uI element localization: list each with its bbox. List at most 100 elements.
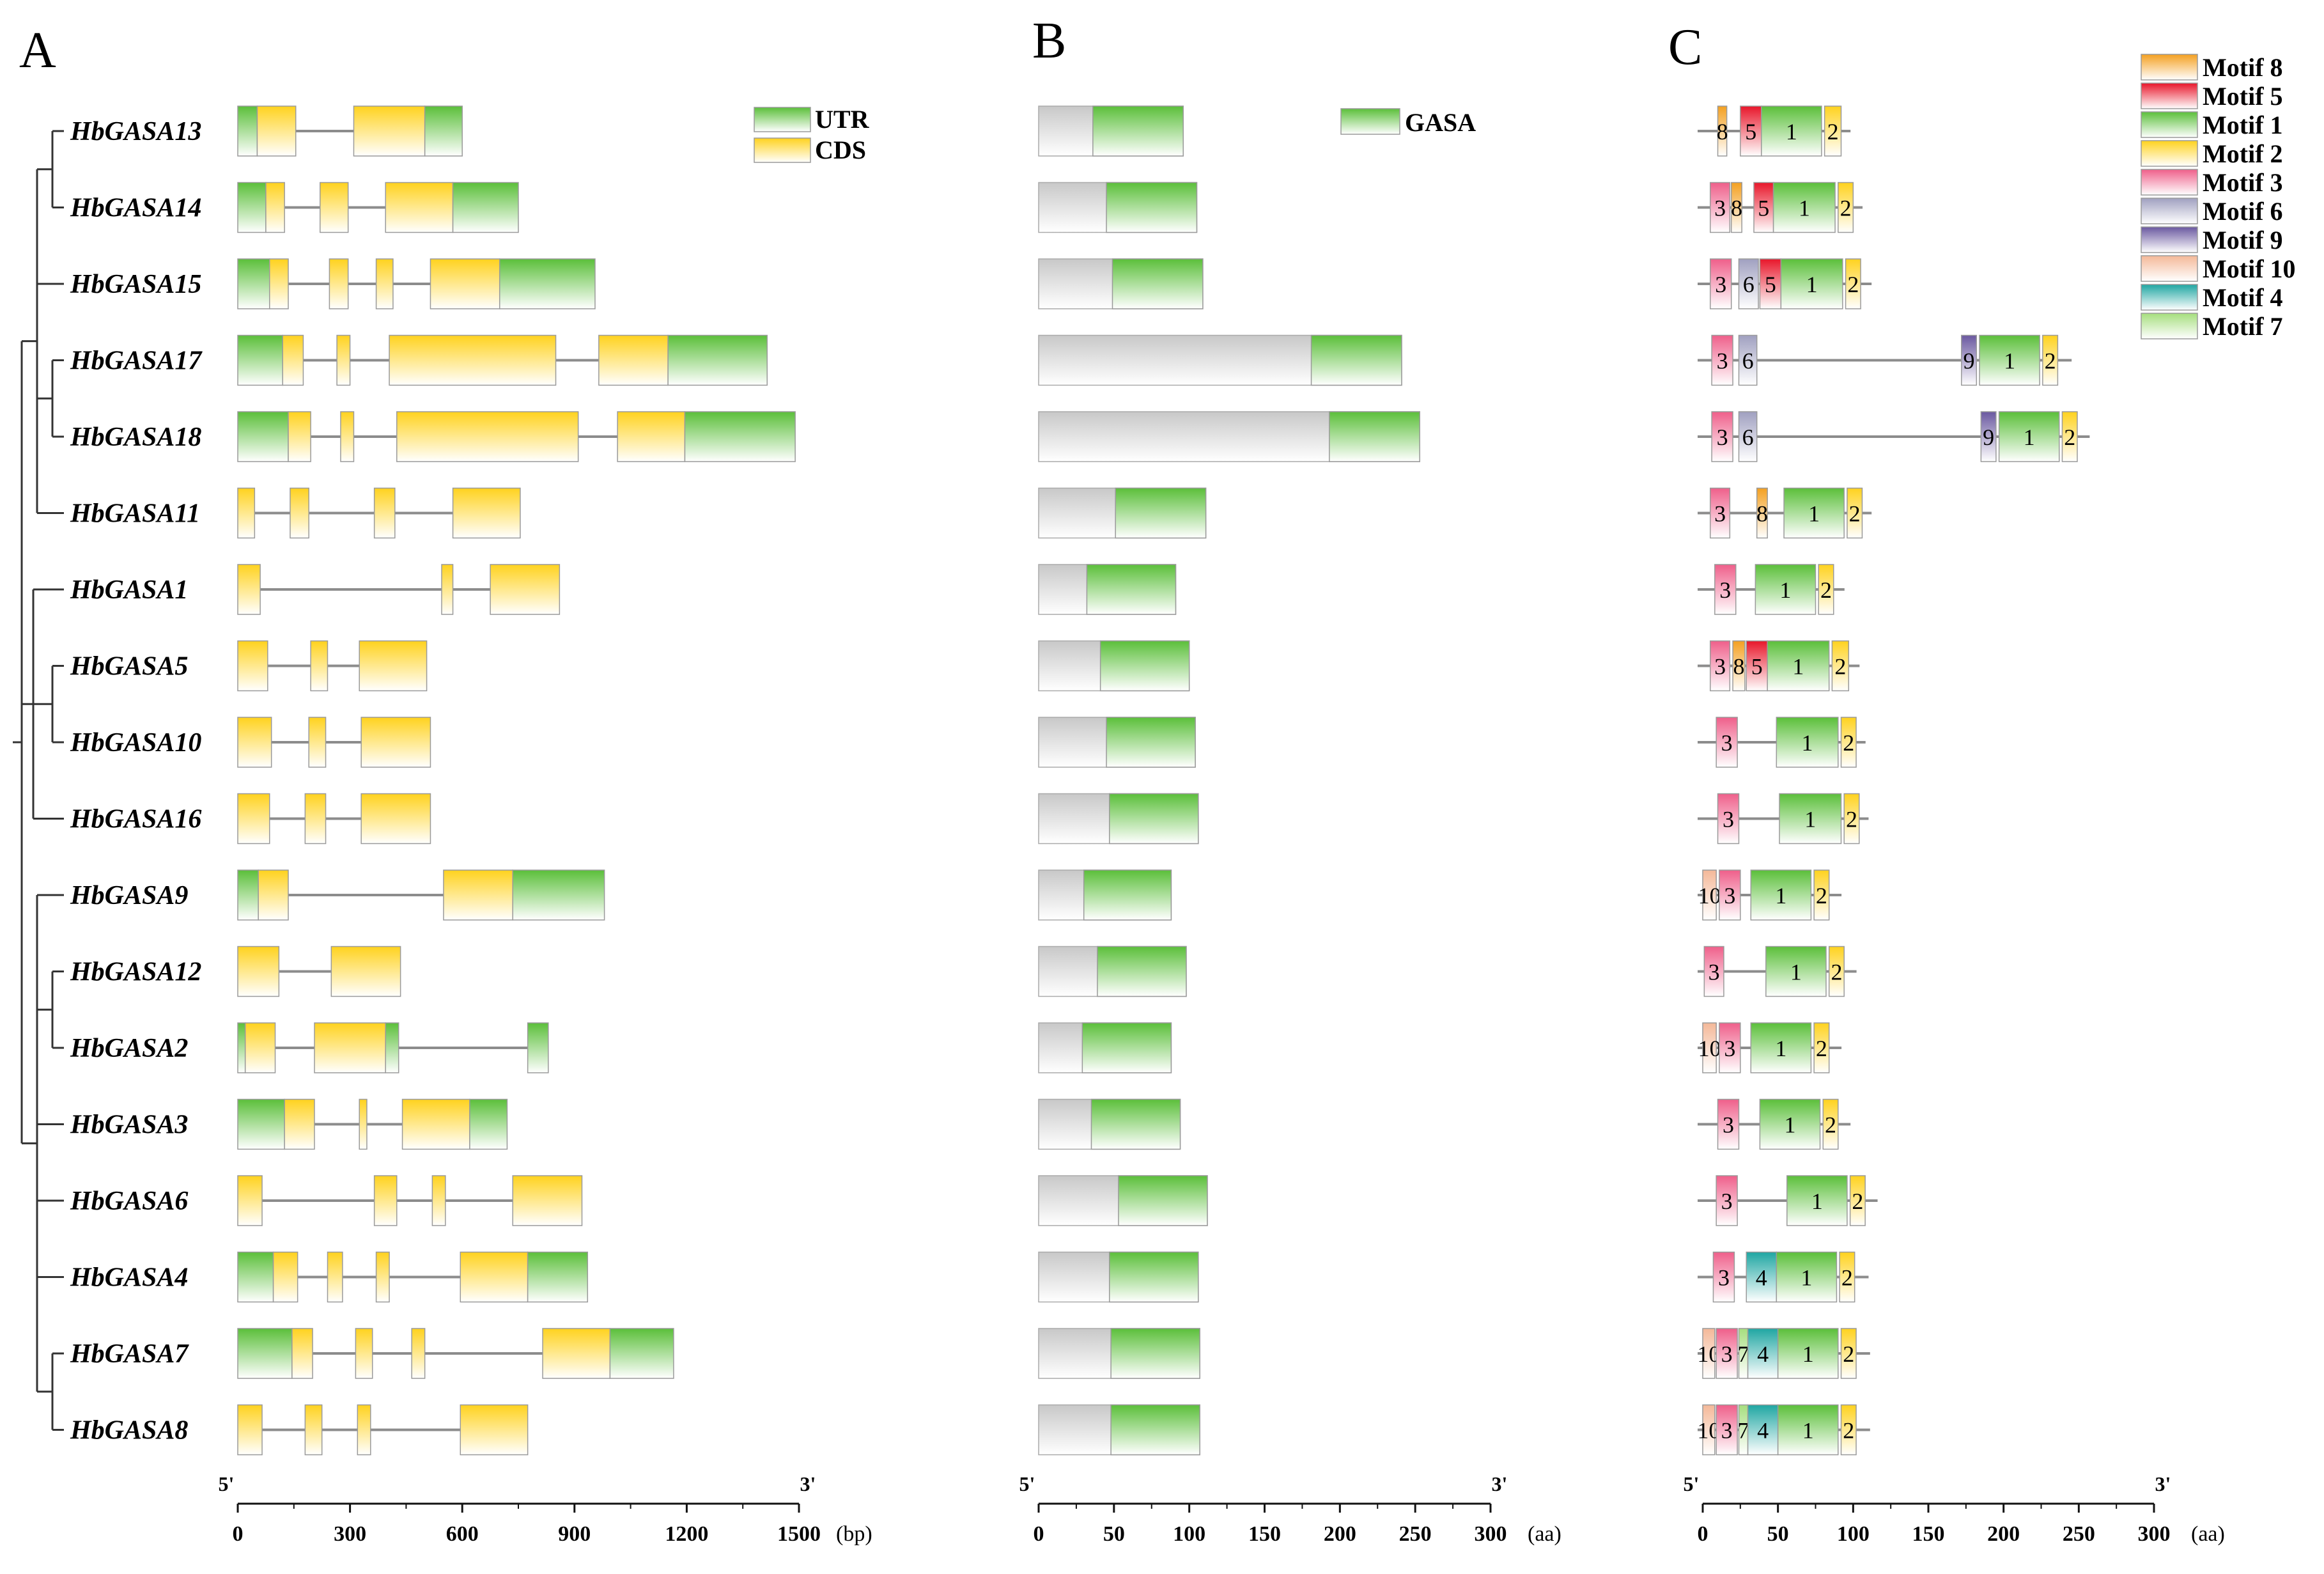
motif-2-block [1840,1404,1857,1456]
gene-label: HbGASA13 [70,117,201,146]
panel-label-b: B [1032,13,1066,69]
legend-label-gasa: GASA [1405,108,1476,137]
legend-swatch-motif_4 [2141,284,2198,311]
gene-label: HbGASA14 [70,194,201,223]
motif-tick-label: 150 [1912,1522,1945,1546]
cds-block [452,487,521,539]
motif-3-block [1716,1175,1738,1226]
cds-block [460,1404,529,1456]
motif-9-block [1980,411,1997,462]
cds-block [237,946,280,997]
motif-1-block [1755,564,1817,615]
motif-number: 4 [1756,1265,1767,1291]
cds-block [542,1328,611,1379]
gasa-domain [1099,640,1190,692]
utr-block [667,334,768,386]
cds-block [237,1175,263,1226]
motif-number: 5 [1751,654,1763,680]
cds-block [284,1098,315,1150]
motif-number: 2 [1816,1036,1827,1061]
cds-block [256,105,297,157]
protein-tick-label: 300 [1475,1522,1507,1546]
motif-1-block [1777,1404,1839,1456]
motif-8-block [1730,182,1742,233]
motif-number: 3 [1724,883,1735,908]
motif-number: 1 [1775,883,1786,908]
cds-block [304,1404,323,1456]
gasa-domain [1097,946,1187,997]
motif-3-block [1703,946,1724,997]
gene-label: HbGASA15 [70,270,201,299]
motif-number: 6 [1742,425,1754,450]
cds-block [237,793,270,845]
legend-swatch-motif_7 [2141,313,2198,339]
motif-number: 1 [1804,807,1816,832]
motif-number: 3 [1721,1341,1733,1367]
motif-2-block [1818,564,1834,615]
cds-block [353,105,426,157]
motif-1-block [1998,411,2060,462]
cds-block [327,1251,343,1303]
motif-1-block [1772,182,1836,233]
motif-2-block [1840,717,1857,768]
cds-block [389,334,557,386]
motif-number: 5 [1758,196,1769,221]
utr-block [499,258,596,309]
utr-block [527,1022,549,1073]
protein-tick-label: 0 [1034,1522,1044,1546]
gasa-domain [1118,1175,1208,1226]
motif-number: 3 [1721,1418,1733,1444]
motif-number: 3 [1723,807,1734,832]
motif-number: 1 [1779,577,1791,603]
motif-number: 2 [1834,654,1846,680]
motif-3-block [1711,334,1733,386]
legend-swatch-motif_10 [2141,255,2198,282]
protein-axis-unit: (aa) [1528,1522,1561,1546]
cds-block [336,334,351,386]
motif-number: 7 [1738,1341,1749,1367]
motif-2-block [1843,793,1860,845]
motif-1-block [1765,946,1827,997]
cds-block [385,182,454,233]
motif-3-block [1716,1328,1738,1379]
motif-tick-label: 300 [2138,1522,2171,1546]
cds-block [460,1251,529,1303]
utr-block [237,1328,293,1379]
cds-block [360,793,431,845]
motif-number: 2 [1827,119,1839,144]
motif-number: 3 [1717,348,1728,374]
cds-block [490,564,561,615]
motif-number: 5 [1745,119,1756,144]
cds-block [617,411,686,462]
gasa-domain [1109,793,1199,845]
motif-10-block [1702,869,1717,921]
legend-label-utr: UTR [815,105,870,134]
cds-block [373,487,396,539]
motif-2-block [2061,411,2078,462]
cds-block [401,1098,470,1150]
cds-block [320,182,349,233]
gene-label: HbGASA17 [70,347,203,376]
legend-label-cds: CDS [815,136,866,164]
motif-1-block [1767,640,1830,692]
cds-block [291,1328,313,1379]
motif-number: 2 [1825,1112,1836,1138]
gene-label: HbGASA9 [70,881,188,910]
cds-block [330,946,401,997]
motif-5-block [1746,640,1768,692]
motif-9-block [1961,334,1978,386]
motif-number: 1 [1790,960,1802,985]
utr-block [684,411,796,462]
motif-6-block [1738,411,1758,462]
motif-number: 10 [1698,1036,1721,1061]
motif-number: 1 [1801,1265,1812,1291]
cds-block [340,411,355,462]
cds-block [258,869,289,921]
motif-2-block [1845,258,1861,309]
cds-block [359,1098,368,1150]
legend-swatch-cds [754,137,811,163]
motif-3-block [1711,411,1733,462]
motif-number: 9 [1983,425,1994,450]
motif-number: 3 [1714,196,1726,221]
